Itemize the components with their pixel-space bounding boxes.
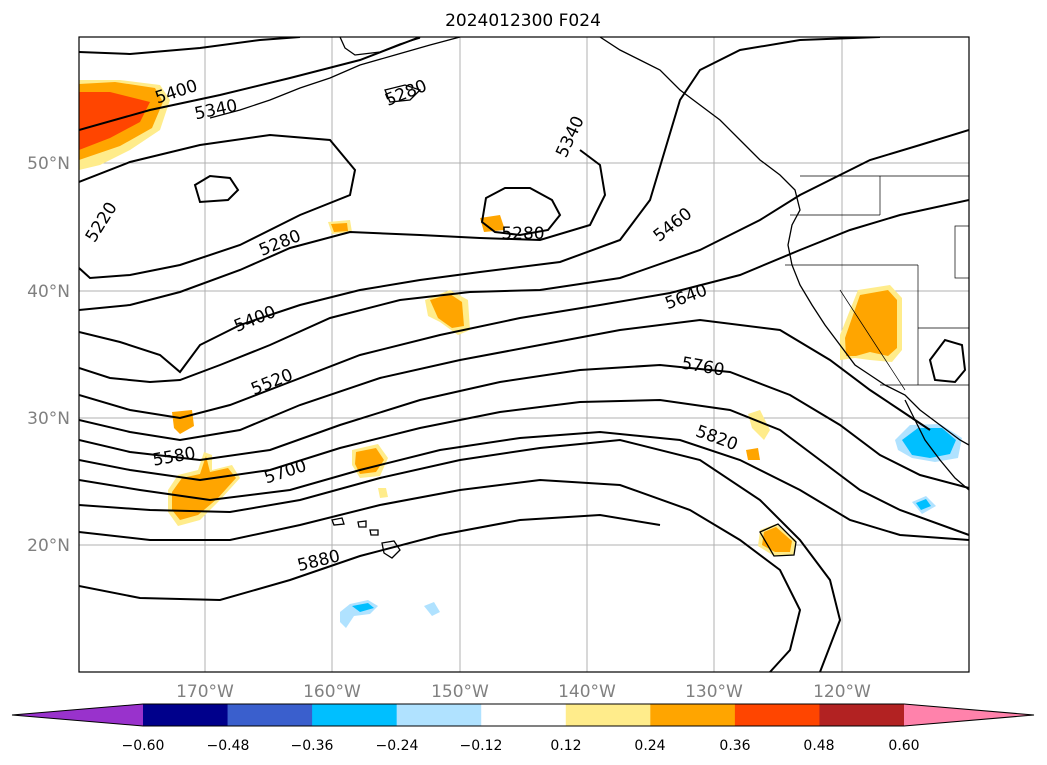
contour-5460	[79, 129, 969, 384]
contour-5880-a	[79, 478, 802, 672]
coast-aleutians	[209, 37, 461, 119]
lon-label: 140°W	[558, 682, 616, 702]
colorbar-segment	[650, 704, 736, 726]
border-g	[954, 225, 969, 279]
contour-low-a	[193, 174, 240, 204]
border-e	[839, 289, 906, 391]
height-contours	[79, 37, 969, 672]
island-hawaii-b	[357, 520, 367, 528]
colorbar-segment	[481, 704, 567, 726]
colorbar-segment	[227, 704, 313, 726]
coast-alaska-south	[339, 37, 421, 56]
field-j	[916, 499, 931, 510]
map-frame	[78, 36, 970, 673]
shaded-fields	[79, 80, 962, 628]
contour-5220	[79, 133, 357, 280]
colorbar-segment	[312, 704, 398, 726]
lon-label: 170°W	[176, 682, 234, 702]
contour-5280	[79, 149, 607, 311]
colorbar-tick-label: 0.12	[550, 738, 581, 754]
lat-label: 50°N	[27, 154, 70, 174]
coast-island-i	[759, 523, 797, 557]
lon-label: 160°W	[303, 682, 361, 702]
field-baja	[902, 428, 956, 458]
colorbar-tick-label: 0.60	[888, 738, 919, 754]
colorbar-segment	[819, 704, 905, 726]
colorbar-tick-label: −0.60	[122, 738, 165, 754]
contour-5700	[79, 398, 969, 536]
colorbar-segment	[396, 704, 482, 726]
colorbar-tick-label: 0.24	[634, 738, 665, 754]
contour-label: 5280	[501, 224, 544, 244]
field-h-light	[748, 410, 770, 440]
colorbar-segment	[143, 704, 229, 726]
contour-5520	[79, 199, 969, 420]
lon-labels: 170°W 160°W 150°W 140°W 130°W 120°W	[176, 682, 871, 702]
field-b	[480, 215, 505, 232]
lat-labels: 50°N 40°N 30°N 20°N	[27, 154, 70, 556]
field-g	[378, 488, 388, 498]
field-e	[172, 456, 236, 520]
coast-baja	[904, 399, 969, 491]
coastlines	[209, 37, 969, 559]
lon-label: 150°W	[431, 682, 489, 702]
field-ca	[845, 290, 897, 356]
lon-label: 120°W	[813, 682, 871, 702]
colorbar-segment	[565, 704, 651, 726]
lat-label: 30°N	[27, 409, 70, 429]
colorbar-tick-label: 0.36	[719, 738, 750, 754]
colorbar-tick-label: 0.48	[803, 738, 834, 754]
contour-5640	[79, 363, 969, 489]
contour-5880	[79, 513, 661, 602]
colorbar: −0.60 −0.48 −0.36 −0.24 −0.12 0.12 0.24 …	[11, 703, 1035, 754]
field-i	[762, 527, 792, 552]
coast-kodiak	[384, 84, 422, 103]
contour-5340-a	[79, 37, 421, 131]
colorbar-tick-label: −0.48	[207, 738, 250, 754]
field-k	[352, 603, 374, 612]
colorbar-segment	[734, 704, 820, 726]
island-hawaii-c	[369, 529, 379, 536]
map-title: 2024012300 F024	[445, 11, 601, 31]
lon-label: 130°W	[685, 682, 743, 702]
island-hawaii-a	[331, 517, 345, 526]
contour-5760	[79, 430, 969, 541]
contour-5820	[79, 438, 842, 672]
colorbar-tick-label: −0.24	[376, 738, 419, 754]
colorbar-outline	[11, 703, 1035, 727]
field-c	[430, 294, 464, 328]
contour-5400	[79, 37, 881, 374]
map-background	[79, 37, 969, 672]
colorbar-segments	[11, 703, 1035, 727]
lat-label: 40°N	[27, 282, 70, 302]
island-hawaii-d	[381, 540, 401, 559]
field-f	[355, 448, 384, 474]
colorbar-extend-min	[12, 704, 143, 726]
contour-5580	[79, 318, 931, 442]
contour-high-east	[928, 338, 967, 384]
lat-label: 20°N	[27, 536, 70, 556]
state-borders	[785, 175, 969, 391]
field-h2	[746, 448, 760, 460]
coast-west-na	[599, 37, 969, 446]
colorbar-tick-labels: −0.60 −0.48 −0.36 −0.24 −0.12 0.12 0.24 …	[122, 738, 920, 754]
field-a	[331, 223, 348, 232]
colorbar-extend-max	[904, 704, 1034, 726]
colorbar-tick-label: −0.12	[460, 738, 503, 754]
colorbar-tick-label: −0.36	[291, 738, 334, 754]
contour-low-b	[480, 187, 562, 237]
field-l	[424, 602, 440, 616]
contour-top-a	[79, 37, 301, 56]
